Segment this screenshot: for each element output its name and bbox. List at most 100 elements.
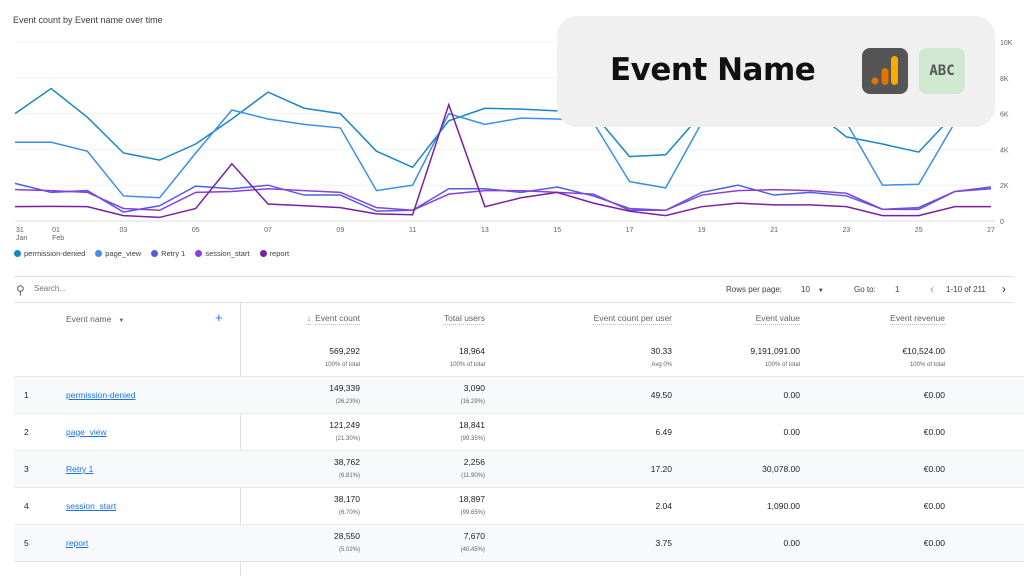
total-sub: Avg 0% — [651, 362, 672, 368]
table-row — [14, 487, 1024, 525]
legend-item[interactable]: report — [259, 249, 290, 258]
event-revenue: €0.00 — [923, 390, 945, 400]
column-header-label: Event value — [755, 313, 800, 323]
next-page-icon[interactable]: › — [1002, 282, 1006, 296]
total-users: 18,841 — [459, 420, 485, 430]
column-header-label: Total users — [443, 313, 485, 323]
y-tick-label: 0 — [1000, 219, 1004, 226]
row-rank: 5 — [24, 538, 29, 548]
event-name-link[interactable]: permission-denied — [66, 390, 136, 400]
legend-dot — [95, 250, 103, 257]
rows-per-page-value: 10 — [801, 285, 810, 294]
event-revenue: €0.00 — [923, 501, 945, 511]
column-header-label: Event count — [315, 313, 360, 323]
event-name-link[interactable]: session_start — [66, 501, 117, 511]
y-tick-label: 10K — [1000, 40, 1013, 47]
chart-title: Event count by Event name over time — [13, 15, 163, 25]
legend-label: Retry 1 — [161, 249, 186, 258]
event-count-pct: (6.70%) — [338, 510, 360, 516]
event-count: 38,762 — [334, 457, 360, 467]
event-name-link[interactable]: Retry 1 — [66, 464, 94, 474]
divider — [14, 302, 1014, 303]
column-header[interactable]: ↓ Event count — [307, 313, 360, 323]
search-input[interactable] — [32, 283, 236, 294]
column-header-label: Event revenue — [890, 313, 945, 323]
event-revenue: €0.00 — [923, 464, 945, 474]
legend-label: report — [269, 249, 290, 258]
sort-desc-icon: ↓ — [306, 313, 312, 323]
column-header[interactable]: Total users — [444, 313, 485, 323]
x-tick-sublabel: Feb — [52, 235, 64, 242]
x-tick-label: 17 — [626, 227, 634, 234]
event-name-link[interactable]: report — [66, 538, 89, 548]
event-count: 28,550 — [334, 531, 360, 541]
event-count: 38,170 — [334, 494, 360, 504]
total-sub: 100% of total — [909, 362, 945, 368]
x-tick-label: 19 — [698, 227, 706, 234]
card-title: Event Name — [610, 52, 816, 88]
x-tick-label: 31 — [16, 227, 24, 234]
x-tick-sublabel: Jan — [16, 235, 27, 242]
x-tick-label: 09 — [336, 227, 344, 234]
legend-dot — [195, 250, 203, 257]
y-tick-label: 4K — [1000, 147, 1009, 154]
total-users-pct: (11.90%) — [461, 473, 485, 479]
event-revenue: €0.00 — [923, 538, 945, 548]
row-rank: 1 — [24, 390, 29, 400]
total-value: 18,964 — [459, 346, 485, 356]
x-tick-label: 13 — [481, 227, 489, 234]
x-tick-label: 25 — [915, 227, 923, 234]
divider — [14, 561, 1024, 562]
total-sub: 100% of total — [764, 362, 800, 368]
total-sub: 100% of total — [449, 362, 485, 368]
total-value: 569,292 — [329, 346, 360, 356]
legend-item[interactable]: session_start — [195, 249, 250, 258]
series-line-report — [14, 102, 991, 219]
event-value: 0.00 — [783, 427, 800, 437]
total-sub: 100% of total — [324, 362, 360, 368]
legend-dot — [259, 250, 267, 257]
rows-per-page-select[interactable]: 10 ▼ — [801, 285, 824, 294]
event-count-pct: (6.81%) — [338, 473, 360, 479]
y-tick-label: 6K — [1000, 112, 1009, 119]
legend-label: page_view — [105, 249, 142, 258]
row-rank: 4 — [24, 501, 29, 511]
analytics-logo-icon — [862, 48, 908, 94]
x-tick-label: 03 — [120, 227, 128, 234]
x-tick-label: 11 — [409, 227, 416, 234]
event-name-card: Event Name ABC — [557, 16, 995, 127]
x-tick-label: 15 — [553, 227, 561, 234]
total-users: 3,090 — [463, 383, 485, 393]
event-count-pct: (21.30%) — [335, 436, 360, 442]
prev-page-icon[interactable]: ‹ — [930, 282, 934, 296]
column-header[interactable]: Event count per user — [594, 313, 672, 323]
count-per-user: 3.75 — [655, 538, 672, 548]
x-tick-label: 21 — [770, 227, 778, 234]
series-line-Retry 1 — [14, 182, 992, 213]
dimension-header[interactable]: Event name ▼ — [66, 314, 124, 324]
total-value: €10,524.00 — [902, 346, 945, 356]
caret-down-icon: ▼ — [118, 318, 125, 324]
legend-item[interactable]: page_view — [95, 249, 141, 258]
legend-dot — [14, 250, 21, 257]
row-rank: 3 — [24, 464, 29, 474]
event-value: 0.00 — [783, 538, 800, 548]
table-row — [14, 450, 1024, 488]
x-tick-label: 01 — [52, 227, 60, 234]
event-name-link[interactable]: page_view — [66, 427, 107, 437]
chart-legend: permission-denied page_view Retry 1 session… — [14, 249, 289, 258]
page-range: 1-10 of 211 — [946, 285, 986, 294]
goto-input[interactable]: 1 — [895, 285, 900, 294]
dimension-header-label: Event name — [66, 314, 112, 324]
x-tick-label: 27 — [987, 227, 995, 234]
legend-item[interactable]: Retry 1 — [151, 249, 185, 258]
total-users-pct: (99.65%) — [460, 510, 485, 516]
add-dimension-button[interactable]: + — [215, 310, 223, 325]
legend-dot — [151, 250, 159, 257]
legend-item[interactable]: permission-denied — [14, 249, 85, 258]
x-tick-label: 23 — [843, 227, 851, 234]
column-header[interactable]: Event value — [756, 313, 800, 323]
event-count: 149,339 — [329, 383, 360, 393]
column-header[interactable]: Event revenue — [890, 313, 945, 323]
